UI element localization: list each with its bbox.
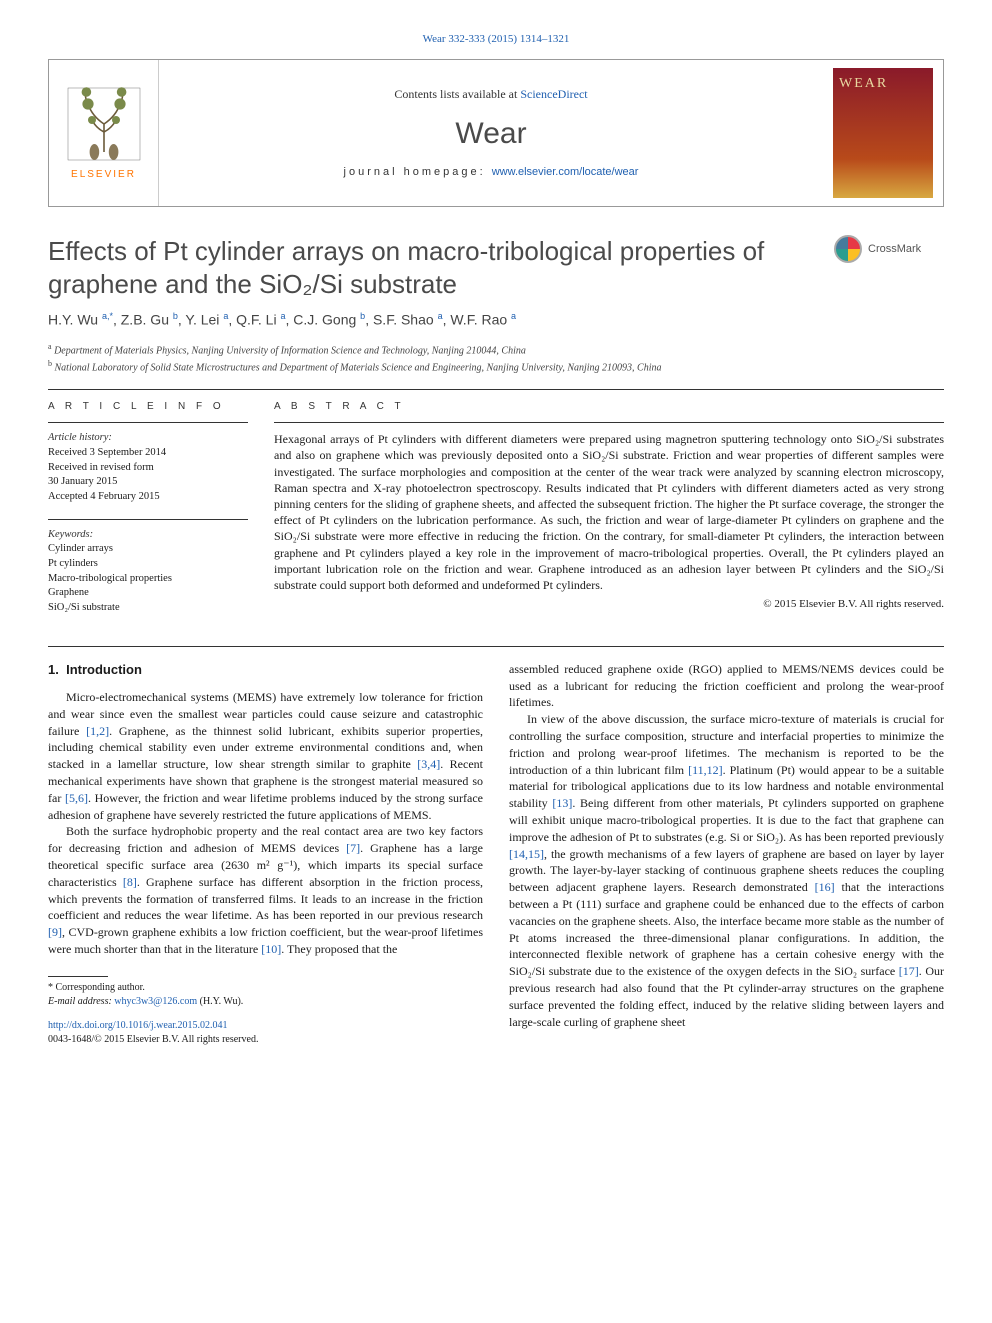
issn-copyright: 0043-1648/© 2015 Elsevier B.V. All right… — [48, 1033, 483, 1047]
body-paragraph: In view of the above discussion, the sur… — [509, 711, 944, 1030]
abstract-text: Hexagonal arrays of Pt cylinders with di… — [274, 431, 944, 593]
history-line: Received 3 September 2014 — [48, 446, 248, 461]
publisher-label: ELSEVIER — [71, 168, 136, 182]
doi-block: http://dx.doi.org/10.1016/j.wear.2015.02… — [48, 1019, 483, 1047]
corr-marker: * Corresponding author. — [48, 981, 483, 995]
citation-ref[interactable]: [16] — [815, 880, 835, 894]
citation-ref[interactable]: [5,6] — [65, 791, 88, 805]
divider — [274, 422, 944, 423]
journal-homepage: journal homepage: www.elsevier.com/locat… — [344, 165, 639, 180]
citation-ref[interactable]: [9] — [48, 925, 62, 939]
citation-ref[interactable]: [7] — [346, 841, 360, 855]
publisher-logo-block: ELSEVIER — [49, 60, 159, 206]
history-label: Article history: — [48, 431, 248, 446]
keyword: Macro-tribological properties — [48, 572, 248, 587]
section-heading: 1. Introduction — [48, 661, 483, 679]
body-paragraph: assembled reduced graphene oxide (RGO) a… — [509, 661, 944, 711]
citation-ref[interactable]: [11,12] — [688, 763, 723, 777]
body-paragraph: Micro-electromechanical systems (MEMS) h… — [48, 689, 483, 823]
homepage-prefix: journal homepage: — [344, 166, 492, 178]
article-info-heading: A R T I C L E I N F O — [48, 400, 248, 414]
journal-homepage-link[interactable]: www.elsevier.com/locate/wear — [492, 166, 639, 178]
email-owner: (H.Y. Wu). — [197, 996, 243, 1007]
contents-prefix: Contents lists available at — [394, 87, 520, 101]
affil-key-a: a — [48, 342, 52, 351]
keyword: Pt cylinders — [48, 557, 248, 572]
history-line: Accepted 4 February 2015 — [48, 490, 248, 505]
divider — [48, 519, 248, 520]
cover-title: WEAR — [839, 74, 927, 94]
corresponding-author-footnote: * Corresponding author. E-mail address: … — [48, 976, 483, 1009]
crossmark-badge[interactable]: CrossMark — [834, 235, 944, 263]
doi-link[interactable]: http://dx.doi.org/10.1016/j.wear.2015.02… — [48, 1020, 228, 1031]
citation-ref[interactable]: [3,4] — [417, 757, 440, 771]
abstract-heading: A B S T R A C T — [274, 400, 944, 414]
journal-masthead: ELSEVIER Contents lists available at Sci… — [48, 59, 944, 207]
article-title: Effects of Pt cylinder arrays on macro-t… — [48, 235, 818, 300]
email-label: E-mail address: — [48, 996, 114, 1007]
keywords-label: Keywords: — [48, 528, 248, 543]
running-header: Wear 332-333 (2015) 1314–1321 — [48, 32, 944, 47]
citation-ref[interactable]: [17] — [899, 964, 919, 978]
article-body: 1. Introduction Micro-electromechanical … — [48, 661, 944, 1047]
sciencedirect-link[interactable]: ScienceDirect — [520, 87, 587, 101]
citation-ref[interactable]: [13] — [552, 796, 572, 810]
citation-ref[interactable]: [14,15] — [509, 847, 544, 861]
affil-a: Department of Materials Physics, Nanjing… — [54, 345, 526, 356]
author-list: H.Y. Wu a,*, Z.B. Gu b, Y. Lei a, Q.F. L… — [48, 310, 944, 330]
journal-name: Wear — [455, 113, 526, 155]
citation-ref[interactable]: [8] — [123, 875, 137, 889]
elsevier-tree-icon — [64, 84, 144, 164]
affil-key-b: b — [48, 359, 52, 368]
keyword: Graphene — [48, 586, 248, 601]
affil-b: National Laboratory of Solid State Micro… — [55, 362, 662, 373]
crossmark-label: CrossMark — [868, 242, 921, 257]
corr-email-link[interactable]: whyc3w3@126.com — [114, 996, 197, 1007]
divider — [48, 422, 248, 423]
divider — [48, 389, 944, 390]
keyword: SiO₂/Si substrate — [48, 601, 248, 616]
body-paragraph: Both the surface hydrophobic property an… — [48, 823, 483, 957]
contents-line: Contents lists available at ScienceDirec… — [394, 86, 587, 103]
journal-cover-thumbnail: WEAR — [833, 68, 933, 198]
citation-ref[interactable]: [1,2] — [86, 724, 109, 738]
history-line: Received in revised form — [48, 461, 248, 476]
copyright-line: © 2015 Elsevier B.V. All rights reserved… — [274, 597, 944, 612]
divider — [48, 646, 944, 647]
crossmark-icon — [834, 235, 862, 263]
affiliations: a Department of Materials Physics, Nanji… — [48, 341, 944, 376]
keyword: Cylinder arrays — [48, 542, 248, 557]
history-line: 30 January 2015 — [48, 475, 248, 490]
citation-ref[interactable]: [10] — [261, 942, 281, 956]
